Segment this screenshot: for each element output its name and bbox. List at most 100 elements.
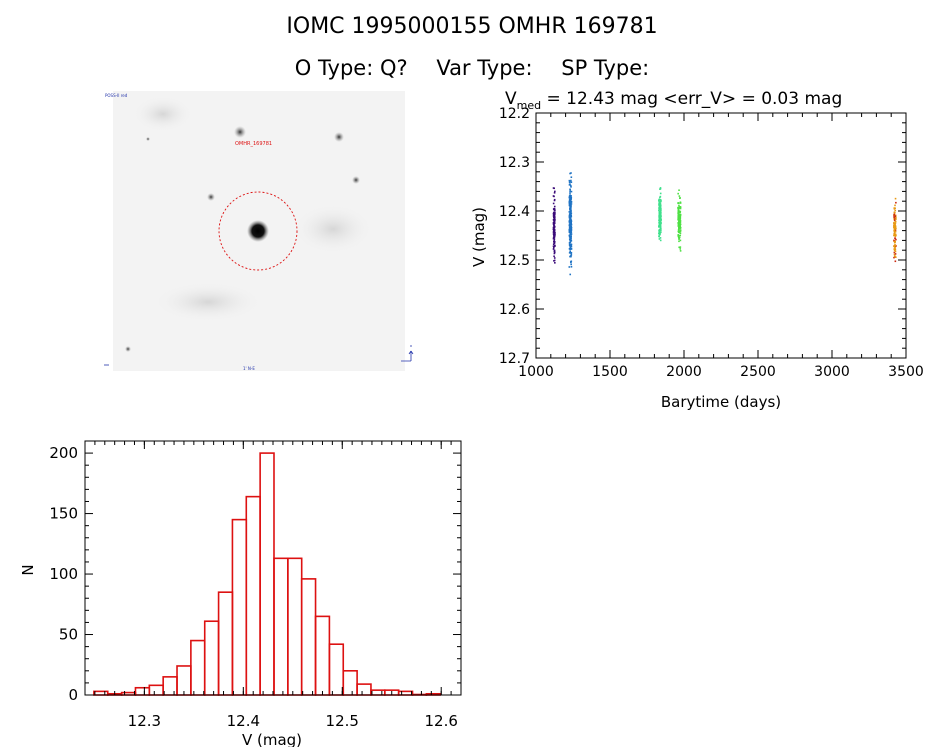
data-point: [569, 216, 572, 218]
histogram-bar: [370, 689, 386, 696]
data-point: [554, 190, 556, 193]
data-point: [569, 212, 571, 215]
data-point: [658, 228, 661, 231]
data-point: [659, 201, 661, 203]
season-3: [658, 187, 662, 242]
histogram-bar: [148, 684, 164, 696]
data-point: [659, 214, 662, 216]
data-point: [894, 204, 896, 207]
data-point: [659, 220, 662, 222]
data-point: [659, 239, 662, 242]
data-point: [658, 205, 661, 208]
data-point: [568, 266, 571, 268]
data-point: [659, 212, 662, 214]
data-point: [679, 197, 681, 200]
data-point: [570, 233, 573, 235]
data-point: [659, 192, 662, 195]
data-point: [570, 218, 572, 221]
season-4: [677, 189, 682, 252]
data-point: [678, 195, 681, 197]
data-point: [553, 208, 556, 210]
data-point: [679, 230, 682, 232]
data-point: [659, 217, 661, 220]
data-point: [569, 217, 572, 219]
data-point: [658, 207, 660, 209]
data-point: [553, 198, 556, 201]
data-point: [679, 220, 682, 223]
data-point: [569, 245, 572, 247]
data-point: [570, 222, 572, 224]
data-point: [570, 254, 573, 256]
data-point: [893, 221, 895, 224]
data-point: [893, 239, 895, 242]
data-point: [570, 228, 573, 230]
histogram-bar: [287, 557, 303, 696]
data-point: [678, 231, 681, 234]
data-point: [894, 240, 897, 243]
data-point: [659, 210, 662, 213]
data-point: [659, 224, 662, 226]
data-point: [658, 211, 661, 213]
data-point: [895, 201, 897, 204]
y-tick-label: 12.7: [499, 351, 530, 367]
x-tick-label: 1500: [592, 364, 628, 380]
data-point: [658, 221, 661, 223]
o-type: O Type: Q?: [294, 56, 408, 80]
data-point: [677, 202, 679, 205]
data-point: [552, 214, 555, 216]
data-point: [570, 220, 573, 223]
histogram-bar: [356, 683, 372, 696]
data-point: [678, 210, 680, 212]
histogram-bar: [203, 620, 220, 696]
data-point: [553, 220, 555, 223]
data-point: [570, 203, 573, 205]
data-point: [893, 232, 896, 235]
data-point: [553, 219, 556, 222]
histogram-bar: [314, 615, 331, 696]
data-point: [679, 250, 682, 252]
background-star: [146, 137, 150, 141]
histogram-bar: [176, 665, 192, 696]
data-point: [569, 208, 571, 211]
data-point: [678, 217, 681, 219]
data-point: [569, 241, 571, 243]
data-point: [568, 201, 571, 204]
data-point: [659, 223, 661, 225]
x-tick-label: 12.6: [425, 712, 458, 730]
data-point: [569, 273, 572, 276]
data-point: [893, 248, 896, 250]
data-point: [569, 194, 572, 197]
light-curve-frame: [535, 112, 907, 359]
data-point: [570, 263, 572, 266]
data-point: [895, 216, 897, 219]
data-point: [552, 243, 555, 246]
data-point: [660, 209, 662, 212]
x-tick-label: 12.4: [227, 712, 260, 730]
season-5: [893, 197, 897, 263]
data-point: [894, 250, 897, 253]
data-point: [553, 238, 556, 241]
light-curve-xlabel: Barytime (days): [661, 393, 781, 411]
data-point: [678, 207, 681, 209]
data-point: [658, 222, 660, 224]
orientation-arrows: [401, 345, 414, 362]
data-point: [678, 220, 680, 223]
data-point: [679, 239, 682, 242]
data-point: [678, 223, 681, 226]
data-point: [553, 213, 556, 216]
data-point: [894, 241, 896, 244]
data-point: [569, 223, 572, 225]
data-point: [894, 248, 897, 251]
data-point: [568, 228, 571, 231]
data-point: [658, 218, 661, 221]
data-point: [570, 245, 572, 248]
y-tick-label: 150: [49, 505, 78, 523]
data-point: [678, 218, 680, 220]
data-point: [553, 242, 556, 244]
data-point: [570, 223, 573, 226]
data-point: [569, 246, 572, 249]
data-point: [679, 202, 682, 204]
data-point: [659, 200, 662, 203]
data-point: [568, 204, 571, 206]
data-point: [568, 211, 571, 213]
